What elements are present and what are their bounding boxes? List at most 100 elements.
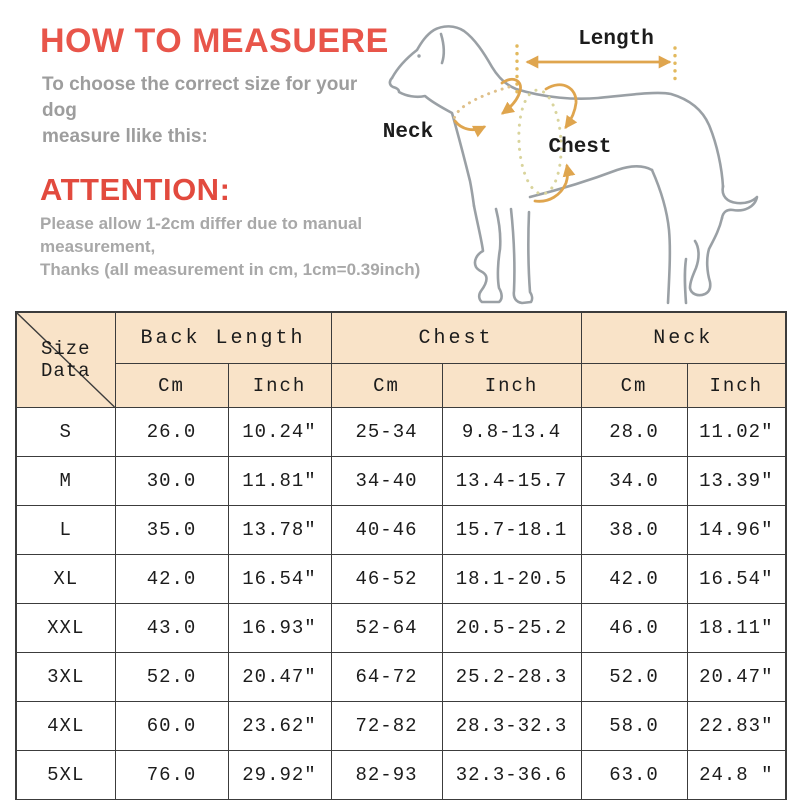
corner-diagonal-line — [17, 313, 114, 407]
corner-label: Size Data — [40, 338, 91, 382]
neck-cm-cell: 42.0 — [580, 554, 688, 604]
table-row: XXL 43.0 16.93″ 52-64 20.5-25.2 46.0 18.… — [15, 603, 787, 653]
attention-line1: Please allow 1-2cm differ due to manual … — [40, 214, 363, 256]
table-row: L 35.0 13.78″ 40-46 15.7-18.1 38.0 14.96… — [15, 505, 787, 555]
table-row: 4XL 60.0 23.62″ 72-82 28.3-32.3 58.0 22.… — [15, 701, 787, 751]
neck-cm-cell: 34.0 — [580, 456, 688, 506]
dog-body-outline — [390, 25, 725, 189]
unit-header: Inch — [227, 363, 332, 408]
chest-inch-cell: 32.3-36.6 — [441, 750, 582, 800]
unit-header: Inch — [686, 363, 787, 408]
back-cm-cell: 43.0 — [114, 603, 229, 653]
back-cm-cell: 35.0 — [114, 505, 229, 555]
measure-arrows — [453, 55, 672, 203]
neck-measure-arrow — [453, 119, 487, 138]
chest-top-arrow — [544, 83, 578, 130]
dog-muzzle-outline — [388, 76, 476, 208]
back-cm-cell: 26.0 — [114, 407, 229, 457]
group-header-chest: Chest — [330, 311, 582, 364]
group-header-back-length: Back Length — [114, 311, 332, 364]
neck-inch-cell: 16.54″ — [686, 554, 787, 604]
subtitle-line1: To choose the correct size for your dog — [42, 74, 358, 121]
withers-curl-arrow — [500, 77, 522, 115]
neck-inch-cell: 14.96″ — [686, 505, 787, 555]
size-cell: 3XL — [15, 652, 116, 702]
unit-header: Cm — [580, 363, 688, 408]
back-inch-cell: 16.93″ — [227, 603, 332, 653]
table-header-units: Cm Inch Cm Inch Cm Inch — [16, 363, 787, 408]
corner-cell: Size Data — [15, 311, 116, 408]
group-header-neck: Neck — [580, 311, 787, 364]
neck-cm-cell: 28.0 — [580, 407, 688, 457]
chest-inch-cell: 28.3-32.3 — [441, 701, 582, 751]
length-label: Length — [578, 28, 654, 51]
attention-line2: Thanks (all measurement in cm, 1cm=0.39i… — [40, 260, 421, 279]
neck-cm-cell: 63.0 — [580, 750, 688, 800]
chest-cm-cell: 46-52 — [330, 554, 443, 604]
size-cell: 4XL — [15, 701, 116, 751]
chest-inch-cell: 13.4-15.7 — [441, 456, 582, 506]
dog-front-leg-far — [472, 204, 503, 304]
back-cm-cell: 60.0 — [114, 701, 229, 751]
neck-cm-cell: 46.0 — [580, 603, 688, 653]
size-table: Size Data Back Length Chest Neck Cm Inch… — [15, 311, 788, 800]
subtitle-line2: measure llike this: — [42, 126, 208, 147]
chest-inch-cell: 18.1-20.5 — [441, 554, 582, 604]
back-cm-cell: 52.0 — [114, 652, 229, 702]
chest-cm-cell: 40-46 — [330, 505, 443, 555]
neck-inch-cell: 22.83″ — [686, 701, 787, 751]
table-row: 3XL 52.0 20.47″ 64-72 25.2-28.3 52.0 20.… — [15, 652, 787, 702]
neck-label: Neck — [383, 121, 433, 144]
neck-cm-cell: 52.0 — [580, 652, 688, 702]
unit-header: Inch — [441, 363, 582, 408]
dog-hind-leg-far-back-edge — [683, 257, 688, 305]
dog-hind-leg-far — [650, 168, 672, 305]
attention-text: Please allow 1-2cm differ due to manual … — [40, 212, 440, 281]
neck-cm-cell: 58.0 — [580, 701, 688, 751]
dog-ear-line — [439, 32, 446, 65]
back-cm-cell: 76.0 — [114, 750, 229, 800]
back-inch-cell: 29.92″ — [227, 750, 332, 800]
chest-cm-cell: 52-64 — [330, 603, 443, 653]
back-cm-cell: 42.0 — [114, 554, 229, 604]
table-row: XL 42.0 16.54″ 46-52 18.1-20.5 42.0 16.5… — [15, 554, 787, 604]
chest-label: Chest — [548, 136, 611, 159]
chest-bottom-arrow — [533, 163, 576, 203]
size-cell: 5XL — [15, 750, 116, 800]
neck-inch-cell: 11.02″ — [686, 407, 787, 457]
chest-cm-cell: 34-40 — [330, 456, 443, 506]
neck-cm-cell: 38.0 — [580, 505, 688, 555]
back-cm-cell: 30.0 — [114, 456, 229, 506]
table-row: M 30.0 11.81″ 34-40 13.4-15.7 34.0 13.39… — [15, 456, 787, 506]
subtitle: To choose the correct size for your dog … — [42, 72, 372, 150]
table-header-groups: Size Data Back Length Chest Neck — [15, 311, 787, 408]
back-inch-cell: 23.62″ — [227, 701, 332, 751]
dog-hind-leg-near — [688, 216, 724, 297]
chest-inch-cell: 25.2-28.3 — [441, 652, 582, 702]
table-row: S 26.0 10.24″ 25-34 9.8-13.4 28.0 11.02″ — [15, 407, 787, 457]
page-title: HOW TO MEASUERE — [40, 22, 389, 60]
neck-dotted-guide — [452, 85, 511, 121]
neck-inch-cell: 20.47″ — [686, 652, 787, 702]
chest-inch-cell: 9.8-13.4 — [441, 407, 582, 457]
size-cell: XL — [15, 554, 116, 604]
back-inch-cell: 10.24″ — [227, 407, 332, 457]
chest-cm-cell: 64-72 — [330, 652, 443, 702]
chest-cm-cell: 72-82 — [330, 701, 443, 751]
measurement-diagram: Length Neck Chest — [383, 25, 759, 305]
back-inch-cell: 16.54″ — [227, 554, 332, 604]
dog-outline-drawing — [388, 25, 759, 305]
chest-cm-cell: 82-93 — [330, 750, 443, 800]
neck-inch-cell: 18.11″ — [686, 603, 787, 653]
dog-eye — [417, 54, 421, 58]
neck-inch-cell: 24.8 ″ — [686, 750, 787, 800]
unit-header: Cm — [114, 363, 229, 408]
size-cell: L — [15, 505, 116, 555]
back-inch-cell: 11.81″ — [227, 456, 332, 506]
chest-inch-cell: 15.7-18.1 — [441, 505, 582, 555]
dog-belly-line — [528, 164, 654, 199]
chest-inch-cell: 20.5-25.2 — [441, 603, 582, 653]
back-inch-cell: 20.47″ — [227, 652, 332, 702]
table-row: 5XL 76.0 29.92″ 82-93 32.3-36.6 63.0 24.… — [15, 750, 787, 800]
